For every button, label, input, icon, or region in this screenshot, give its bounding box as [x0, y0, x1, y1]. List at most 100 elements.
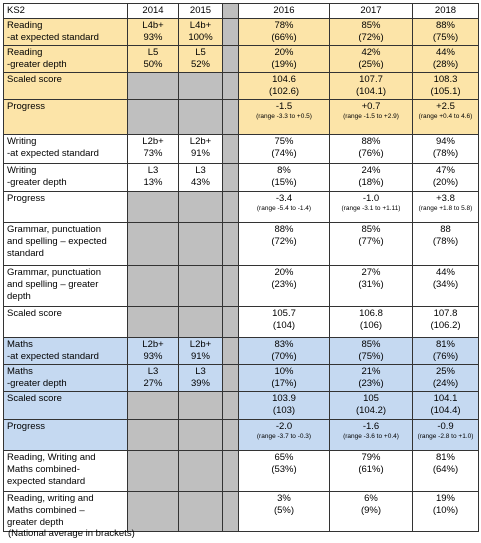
label-line: Scaled score [7, 74, 62, 85]
cell-value: +0.7 [361, 101, 381, 112]
blank-cell [178, 191, 223, 223]
cell-value: L4b+ [142, 20, 164, 31]
cell-value: 104.1 [433, 393, 458, 404]
cell-value: 20% [274, 47, 294, 58]
year-header: 2018 [412, 3, 479, 19]
label-line: and spelling – expected [7, 236, 107, 247]
table-row: Scaled score 104.6 (102.6) 107.7 (104.1) 108.… [3, 72, 479, 100]
cell-value: L2b+ [189, 136, 212, 147]
cell-value: 44% [435, 267, 455, 278]
cell-national: (103) [272, 405, 296, 416]
value-cell: +3.8 (range +1.8 to 5.8) [412, 191, 479, 223]
cell-national: (75%) [358, 351, 384, 362]
cell-value: 106.8 [359, 308, 383, 319]
blank-cell [178, 450, 223, 492]
cell-national: (25%) [358, 59, 384, 70]
cell-value: 21% [361, 366, 381, 377]
value-cell: 20% (23%) [238, 265, 330, 307]
cell-national: (66%) [271, 32, 297, 43]
blank-cell [127, 391, 179, 420]
row-label: Writing -at expected standard [3, 134, 128, 164]
cell-value: +3.8 [436, 193, 455, 204]
cell-value: 88% [435, 20, 455, 31]
value-cell: 47% (20%) [412, 163, 479, 192]
cell-national: 91% [190, 148, 210, 159]
label-line: -greater depth [7, 177, 67, 188]
blank-cell [127, 419, 179, 451]
spacer-cell [222, 99, 239, 135]
cell-national: (5%) [273, 505, 295, 516]
cell-national: (24%) [432, 378, 459, 389]
value-cell: 88 (78%) [412, 222, 479, 266]
cell-national: 91% [190, 351, 210, 362]
cell-national: (28%) [432, 59, 459, 70]
cell-national: (23%) [358, 378, 384, 389]
blank-cell [127, 191, 179, 223]
value-cell: 78% (66%) [238, 18, 330, 46]
value-cell: 65% (53%) [238, 450, 330, 492]
label-line: Grammar, punctuation [7, 267, 101, 278]
value-cell: 94% (78%) [412, 134, 479, 164]
cell-national: (105.1) [430, 86, 461, 97]
value-cell: 27% (31%) [329, 265, 413, 307]
header-row: KS2 2014 2015 2016 2017 2018 [3, 3, 479, 19]
row-label: Grammar, punctuation and spelling – expec… [3, 222, 128, 266]
value-cell: 88% (72%) [238, 222, 330, 266]
value-cell: 81% (64%) [412, 450, 479, 492]
cell-value: 94% [435, 136, 455, 147]
table-row: Maths -greater depth L3 27% L3 39% 10% (17%) 21%… [3, 364, 479, 392]
cell-national: 73% [143, 148, 163, 159]
cell-national: (range -2.8 to +1.0) [417, 433, 474, 440]
cell-value: 88% [274, 224, 294, 235]
cell-value: 8% [277, 165, 291, 176]
value-cell: 3% (5%) [238, 491, 330, 532]
cell-value: 65% [274, 452, 294, 463]
cell-national: (range -1.5 to +2.9) [343, 113, 399, 120]
blank-cell [178, 265, 223, 307]
spacer-cell [222, 391, 239, 420]
label-line: Maths [7, 339, 33, 350]
value-cell: -1.0 (range -3.1 to +1.11) [329, 191, 413, 223]
cell-national: 43% [190, 177, 210, 188]
spacer-cell [222, 419, 239, 451]
cell-value: 108.3 [433, 74, 458, 85]
cell-value: L3 [195, 165, 206, 176]
label-line: Writing [7, 165, 37, 176]
cell-national: 52% [190, 59, 210, 70]
value-cell: -2.0 (range -3.7 to -0.3) [238, 419, 330, 451]
value-cell: 44% (34%) [412, 265, 479, 307]
blank-cell [178, 491, 223, 532]
cell-value: 105.7 [272, 308, 296, 319]
value-cell: 25% (24%) [412, 364, 479, 392]
value-cell: 21% (23%) [329, 364, 413, 392]
row-label: Grammar, punctuation and spelling – great… [3, 265, 128, 307]
cell-national: (range -3.7 to -0.3) [256, 433, 312, 440]
spacer-cell [222, 306, 239, 338]
value-cell: 8% (15%) [238, 163, 330, 192]
value-cell: 79% (61%) [329, 450, 413, 492]
cell-value: 19% [435, 493, 455, 504]
cell-national: (72%) [358, 32, 384, 43]
cell-national: 39% [190, 378, 210, 389]
label-line: Progress [7, 421, 46, 432]
cell-value: L5 [147, 47, 159, 58]
value-cell: 83% (70%) [238, 337, 330, 365]
cell-value: -2.0 [275, 421, 293, 432]
table-row: Reading, Writing and Maths combined-expec… [3, 450, 479, 492]
spacer-cell [222, 337, 239, 365]
cell-national: (range -3.6 to +0.4) [343, 433, 399, 440]
label-line: Reading, writing and [7, 493, 94, 504]
table-row: Progress -1.5 (range -3.3 to +0.5) +0.7 (ran… [3, 99, 479, 135]
cell-value: 88% [361, 136, 381, 147]
value-cell: 104.1 (104.4) [412, 391, 479, 420]
blank-cell [127, 222, 179, 266]
cell-value: -1.5 [275, 101, 293, 112]
table-row: Grammar, punctuation and spelling – expec… [3, 222, 479, 266]
value-cell: 44% (28%) [412, 45, 479, 73]
label-line: -greater depth [7, 378, 67, 389]
spacer-cell [222, 72, 239, 100]
value-cell: -1.6 (range -3.6 to +0.4) [329, 419, 413, 451]
cell-value: -0.9 [437, 421, 454, 432]
cell-national: (76%) [358, 148, 384, 159]
cell-value: 81% [435, 339, 455, 350]
